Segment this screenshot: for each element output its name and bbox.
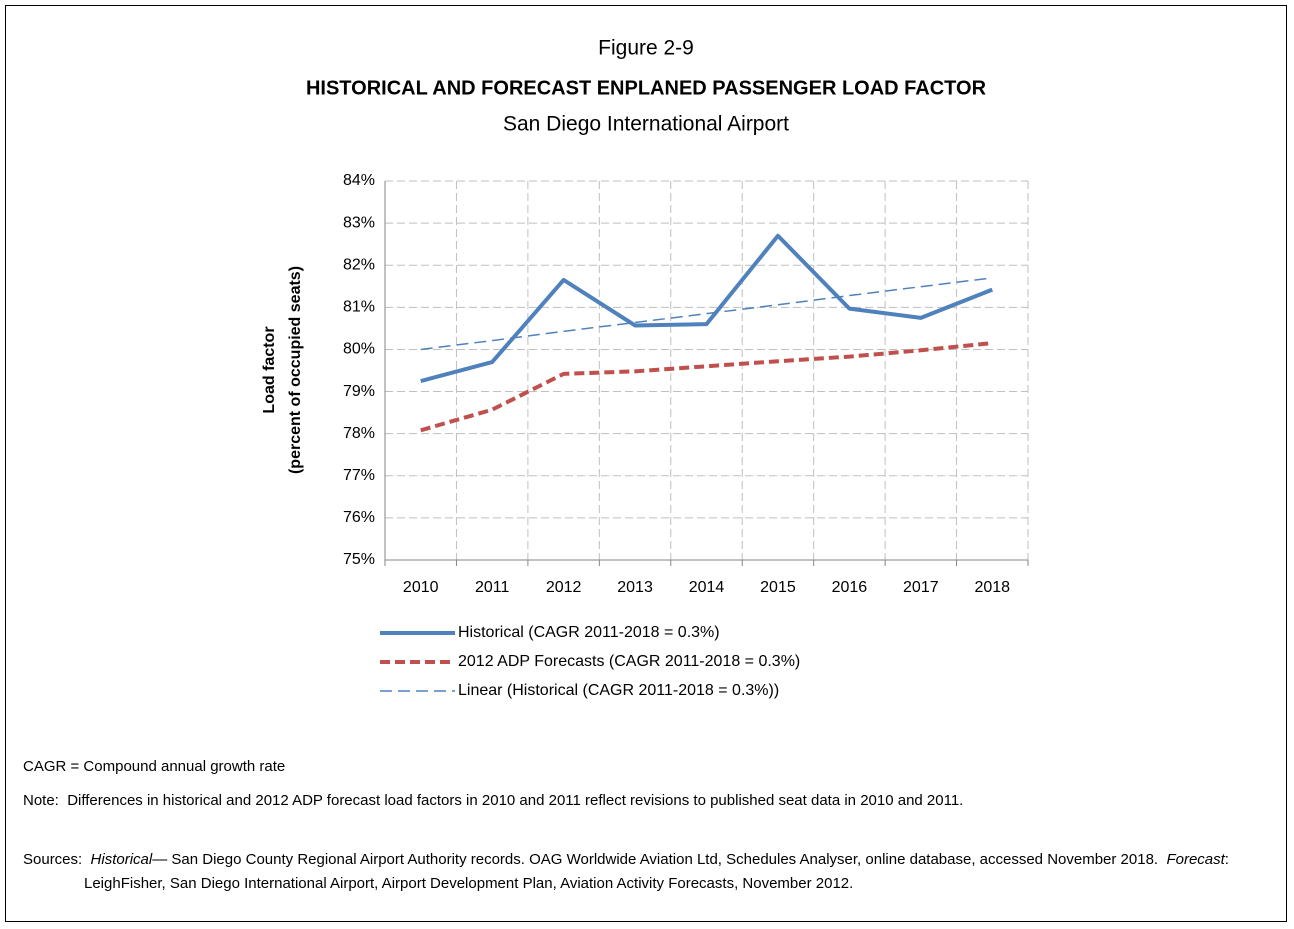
series-line xyxy=(420,341,993,433)
sources-text: Historical xyxy=(90,851,153,868)
y-tick-label: 76% xyxy=(343,509,375,526)
y-axis-label: (percent of occupied seats) xyxy=(287,266,304,474)
x-tick-label: 2014 xyxy=(689,579,725,596)
cagr-note: CAGR = Compound annual growth rate xyxy=(23,758,286,775)
note-label: Note: xyxy=(23,792,59,809)
figure-label: Figure 2-9 xyxy=(598,37,694,60)
note: Note: Differences in historical and 2012… xyxy=(23,789,1263,813)
series-line xyxy=(420,277,993,351)
note-text: Differences in historical and 2012 ADP f… xyxy=(67,792,964,809)
y-tick-label: 82% xyxy=(343,256,375,273)
y-tick-label: 77% xyxy=(343,467,375,484)
x-tick-label: 2018 xyxy=(974,579,1010,596)
x-tick-label: 2013 xyxy=(617,579,653,596)
y-tick-label: 83% xyxy=(343,214,375,231)
sources-label: Sources: xyxy=(23,851,83,868)
legend-label: Linear (Historical (CAGR 2011-2018 = 0.3… xyxy=(458,682,779,699)
series-line xyxy=(420,233,994,383)
y-tick-label: 81% xyxy=(343,299,375,316)
sources-text: Forecast xyxy=(1166,851,1225,868)
sources-text: : LeighFisher, San Diego International A… xyxy=(84,851,1229,892)
y-tick-label: 78% xyxy=(343,425,375,442)
legend-label: Historical (CAGR 2011-2018 = 0.3%) xyxy=(458,624,720,641)
y-tick-label: 80% xyxy=(343,341,375,358)
frame xyxy=(5,5,1287,922)
x-tick-label: 2012 xyxy=(546,579,582,596)
sources-text: — San Diego County Regional Airport Auth… xyxy=(152,851,1159,868)
x-tick-label: 2016 xyxy=(832,579,868,596)
x-tick-label: 2015 xyxy=(760,579,796,596)
y-axis-label: Load factor xyxy=(261,326,278,413)
y-tick-label: 75% xyxy=(343,551,375,568)
x-tick-label: 2011 xyxy=(475,579,510,596)
chart-title: HISTORICAL AND FORECAST ENPLANED PASSENG… xyxy=(306,77,987,99)
sources: Sources: Historical— San Diego County Re… xyxy=(23,848,1263,896)
chart-subtitle: San Diego International Airport xyxy=(503,113,789,136)
y-tick-label: 79% xyxy=(343,383,375,400)
x-tick-label: 2017 xyxy=(903,579,939,596)
x-tick-label: 2010 xyxy=(403,579,439,596)
y-tick-label: 84% xyxy=(343,172,375,189)
legend-label: 2012 ADP Forecasts (CAGR 2011-2018 = 0.3… xyxy=(458,653,800,670)
